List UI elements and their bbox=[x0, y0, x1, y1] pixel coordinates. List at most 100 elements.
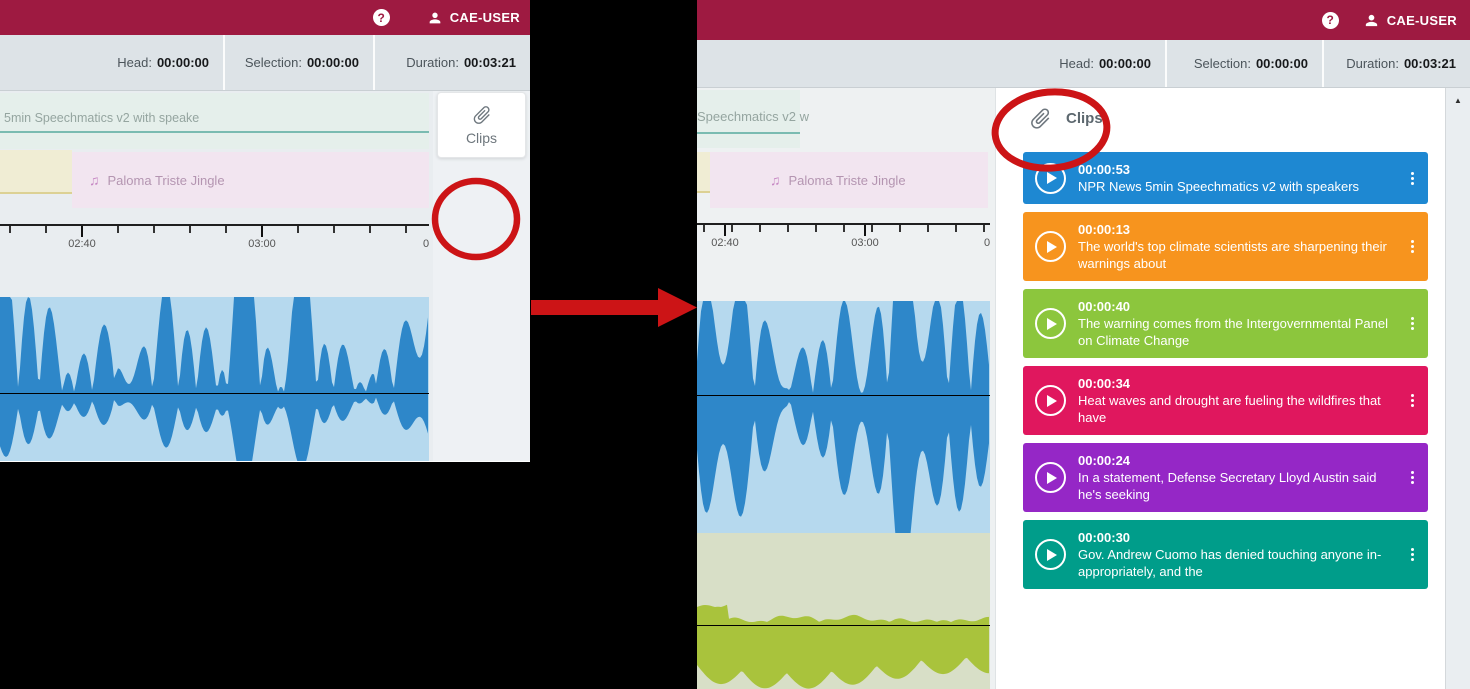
user-menu[interactable]: CAE-USER bbox=[1363, 12, 1457, 29]
play-icon bbox=[1047, 172, 1057, 184]
waveform-track[interactable] bbox=[697, 301, 990, 533]
scrollbar[interactable]: ▲ bbox=[1445, 88, 1470, 689]
clips-panel: Clips 00:00:53 NPR News 5min Speechmatic… bbox=[995, 88, 1445, 689]
timeline-major-tick bbox=[261, 226, 263, 237]
jingle-track[interactable]: ♫ Paloma Triste Jingle bbox=[72, 152, 429, 208]
clip-menu-button[interactable] bbox=[1406, 170, 1418, 187]
clips-panel-title: Clips bbox=[1066, 110, 1103, 127]
time-toolbar: Head: 00:00:00 Selection: 00:00:00 Duratio… bbox=[0, 35, 530, 91]
clip-card[interactable]: 00:00:53 NPR News 5min Speechmatics v2 w… bbox=[1023, 152, 1428, 204]
play-button[interactable] bbox=[1035, 385, 1066, 416]
duration-readout: Duration: 00:03:21 bbox=[406, 55, 516, 70]
clip-title: NPR News 5min Speechmatics v2 with speak… bbox=[1078, 179, 1360, 194]
play-button[interactable] bbox=[1035, 539, 1066, 570]
clips-button-label: Clips bbox=[465, 130, 498, 146]
waveform-centerline bbox=[697, 395, 990, 396]
timeline-major-tick bbox=[724, 225, 726, 236]
timeline-label: 03:00 bbox=[248, 238, 276, 250]
timeline-label: 0 bbox=[423, 238, 430, 250]
toolbar-separator bbox=[1322, 40, 1324, 87]
clip-info: 00:00:53 NPR News 5min Speechmatics v2 w… bbox=[1078, 161, 1394, 195]
speech-track-underline bbox=[0, 131, 429, 133]
speech-track-label: 5min Speechmatics v2 with speake bbox=[4, 111, 200, 125]
duration-readout: Duration: 00:03:21 bbox=[1346, 56, 1456, 71]
play-button[interactable] bbox=[1035, 462, 1066, 493]
clip-duration: 00:00:53 bbox=[1078, 162, 1131, 177]
play-icon bbox=[1047, 548, 1057, 561]
clip-menu-button[interactable] bbox=[1406, 315, 1418, 332]
timeline-major-tick bbox=[864, 225, 866, 236]
help-icon[interactable]: ? bbox=[1321, 11, 1339, 29]
timeline-ruler[interactable]: 02:40 03:00 0 bbox=[697, 223, 990, 253]
clips-sidebar: Clips bbox=[433, 91, 530, 461]
timeline-label: 03:00 bbox=[851, 237, 879, 249]
annotation-arrow bbox=[531, 288, 697, 327]
selection-readout: Selection: 00:00:00 bbox=[1193, 56, 1308, 71]
clip-card[interactable]: 00:00:34 Heat waves and drought are fuel… bbox=[1023, 366, 1428, 435]
waveform-graphic bbox=[0, 297, 428, 461]
jingle-track-label: Paloma Triste Jingle bbox=[788, 172, 906, 188]
paperclip-icon bbox=[471, 104, 493, 126]
clip-menu-button[interactable] bbox=[1406, 546, 1418, 563]
speech-track-label: Speechmatics v2 w bbox=[697, 109, 809, 124]
toolbar-separator bbox=[223, 35, 225, 90]
clip-card[interactable]: 00:00:40 The warning comes from the Inte… bbox=[1023, 289, 1428, 358]
music-waveform-graphic bbox=[697, 604, 989, 689]
jingle-track[interactable]: ♫ Paloma Triste Jingle bbox=[710, 152, 988, 208]
username-label: CAE-USER bbox=[449, 10, 520, 25]
timeline-label: 02:40 bbox=[68, 238, 96, 250]
help-icon[interactable]: ? bbox=[372, 9, 390, 26]
clip-card[interactable]: 00:00:13 The world's top climate scienti… bbox=[1023, 212, 1428, 281]
user-menu[interactable]: CAE-USER bbox=[427, 10, 520, 26]
clips-button[interactable]: Clips bbox=[437, 92, 526, 158]
selection-readout: Selection: 00:00:00 bbox=[244, 55, 359, 70]
clip-title: In a statement, Defense Secretary Lloyd … bbox=[1078, 470, 1377, 502]
clip-menu-button[interactable] bbox=[1406, 392, 1418, 409]
yellow-track[interactable] bbox=[697, 152, 710, 193]
toolbar-separator bbox=[373, 35, 375, 90]
timeline-ruler[interactable]: 02:40 03:00 0 bbox=[0, 224, 429, 254]
clips-panel-header: Clips bbox=[1028, 106, 1103, 131]
head-readout: Head: 00:00:00 bbox=[1059, 56, 1151, 71]
clip-duration: 00:00:24 bbox=[1078, 453, 1131, 468]
clip-duration: 00:00:40 bbox=[1078, 299, 1131, 314]
music-note-icon: ♫ bbox=[89, 172, 100, 188]
jingle-track-label: Paloma Triste Jingle bbox=[107, 172, 225, 188]
play-button[interactable] bbox=[1035, 308, 1066, 339]
scroll-up-icon[interactable]: ▲ bbox=[1454, 96, 1462, 105]
clip-duration: 00:00:30 bbox=[1078, 530, 1131, 545]
clip-info: 00:00:34 Heat waves and drought are fuel… bbox=[1078, 375, 1394, 426]
clip-info: 00:00:24 In a statement, Defense Secreta… bbox=[1078, 452, 1394, 503]
play-button[interactable] bbox=[1035, 162, 1066, 194]
clip-title: The world's top climate scientists are s… bbox=[1078, 239, 1387, 271]
play-button[interactable] bbox=[1035, 231, 1066, 262]
time-toolbar: Head: 00:00:00 Selection: 00:00:00 Duratio… bbox=[697, 40, 1470, 88]
clip-menu-button[interactable] bbox=[1406, 469, 1418, 486]
clip-menu-button[interactable] bbox=[1406, 238, 1418, 255]
speech-track[interactable]: 5min Speechmatics v2 with speake bbox=[0, 93, 429, 149]
play-icon bbox=[1047, 394, 1057, 407]
timeline-label: 0 bbox=[984, 237, 991, 249]
app-header-bar: ? CAE-USER bbox=[697, 0, 1470, 40]
clip-info: 00:00:30 Gov. Andrew Cuomo has denied to… bbox=[1078, 529, 1394, 580]
music-waveform-track[interactable] bbox=[697, 533, 990, 689]
clip-info: 00:00:40 The warning comes from the Inte… bbox=[1078, 298, 1394, 349]
app-header-bar: ? CAE-USER bbox=[0, 0, 530, 35]
music-note-icon: ♫ bbox=[770, 172, 781, 188]
head-readout: Head: 00:00:00 bbox=[117, 55, 209, 70]
speech-track[interactable]: Speechmatics v2 w bbox=[697, 90, 809, 148]
speech-track-underline bbox=[697, 132, 800, 134]
paperclip-icon bbox=[1028, 106, 1053, 131]
clip-card[interactable]: 00:00:24 In a statement, Defense Secreta… bbox=[1023, 443, 1428, 512]
timeline-minor-ticks bbox=[0, 226, 429, 233]
play-icon bbox=[1047, 471, 1057, 484]
waveform-graphic bbox=[697, 301, 989, 533]
waveform-track[interactable] bbox=[0, 297, 429, 461]
clip-title: The warning comes from the Intergovernme… bbox=[1078, 316, 1388, 348]
yellow-track[interactable] bbox=[0, 150, 72, 194]
left-screenshot-window: ? CAE-USER Head: 00:00:00 Selection: 00:00… bbox=[0, 0, 530, 462]
clip-card[interactable]: 00:00:30 Gov. Andrew Cuomo has denied to… bbox=[1023, 520, 1428, 589]
clip-title: Gov. Andrew Cuomo has denied touching an… bbox=[1078, 547, 1382, 579]
clips-list: 00:00:53 NPR News 5min Speechmatics v2 w… bbox=[1023, 152, 1428, 589]
timeline-minor-ticks bbox=[697, 225, 990, 232]
